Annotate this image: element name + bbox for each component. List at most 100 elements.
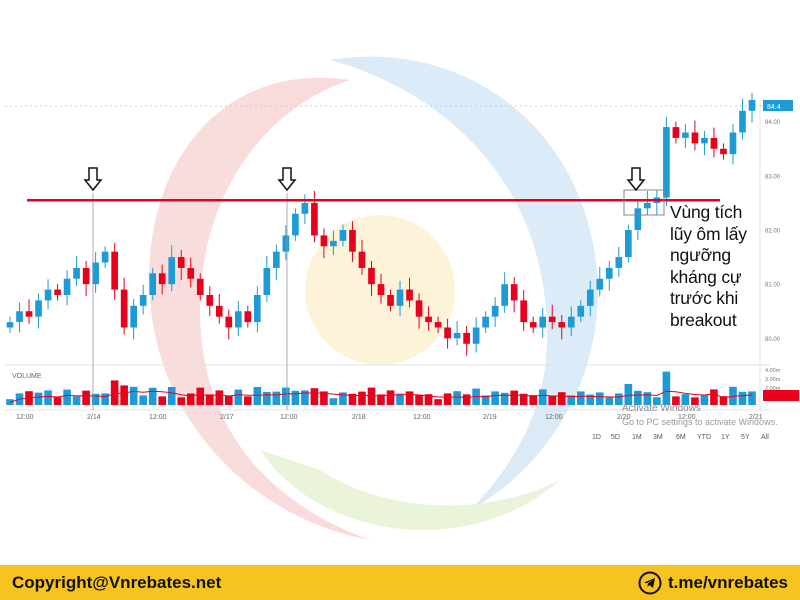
volume-bar bbox=[44, 390, 52, 405]
range-button[interactable]: 1D bbox=[592, 434, 601, 441]
annotation-line: Vùng tích bbox=[670, 202, 743, 222]
range-buttons[interactable]: 1D 5D 1M 3M 6M YTD 1Y 5Y All bbox=[592, 434, 769, 441]
candle-body bbox=[625, 230, 632, 258]
volume-bar bbox=[586, 394, 595, 405]
candle-body bbox=[444, 327, 451, 339]
annotation-line: kháng cự bbox=[670, 266, 742, 287]
volume-bar bbox=[139, 395, 147, 405]
volume-bar bbox=[615, 393, 623, 405]
candle-body bbox=[539, 316, 547, 328]
candlestick-chart: 84.00 83.00 82.00 81.00 80.00 4.00m 3.00m 2.00… bbox=[5, 56, 799, 541]
range-button[interactable]: 3M bbox=[653, 434, 663, 441]
candle-body bbox=[111, 251, 118, 290]
volume-bar bbox=[167, 387, 176, 405]
volume-bar bbox=[500, 392, 509, 405]
volume-bar bbox=[91, 393, 100, 405]
price-tick-label: 81.00 bbox=[765, 283, 781, 289]
time-tick-label: 2/19 bbox=[483, 414, 497, 421]
volume-bar bbox=[253, 387, 262, 405]
candle-body bbox=[234, 311, 242, 328]
volume-bar bbox=[224, 395, 233, 405]
volume-bar bbox=[72, 396, 81, 405]
candle-body bbox=[463, 332, 470, 344]
annotation-text: Vùng tích lũy ôm lấy ngưỡng kháng cự trư… bbox=[670, 202, 798, 331]
price-tick-label: 84.00 bbox=[765, 120, 781, 126]
candle-body bbox=[349, 230, 356, 252]
volume-tick-label: 4.00m bbox=[765, 368, 781, 374]
price-tick-label: 83.00 bbox=[765, 174, 781, 180]
candle-body bbox=[244, 311, 252, 323]
volume-bar bbox=[263, 392, 271, 405]
candle-body bbox=[311, 202, 318, 236]
range-button[interactable]: 5Y bbox=[741, 434, 750, 441]
volume-bar bbox=[377, 394, 385, 405]
price-tick-label: 82.00 bbox=[765, 229, 781, 235]
telegram-link[interactable]: t.me/vnrebates bbox=[638, 571, 788, 595]
volume-bar bbox=[367, 387, 376, 405]
range-button[interactable]: YTD bbox=[697, 434, 711, 441]
volume-bar bbox=[681, 394, 690, 405]
candle-body bbox=[548, 316, 556, 323]
volume-bar bbox=[396, 393, 404, 405]
volume-bar bbox=[272, 391, 281, 405]
candle-body bbox=[701, 137, 708, 144]
candle-body bbox=[92, 262, 99, 285]
candle-body bbox=[720, 148, 727, 155]
candle-body bbox=[330, 240, 337, 247]
volume-bar bbox=[738, 391, 747, 405]
candle-body bbox=[177, 257, 185, 268]
candles-group bbox=[6, 92, 756, 356]
volume-bar bbox=[110, 380, 119, 405]
range-button[interactable]: 5D bbox=[611, 434, 620, 441]
candle-body bbox=[682, 132, 689, 138]
candle-body bbox=[215, 305, 223, 317]
candle-body bbox=[158, 273, 166, 285]
candle-body bbox=[196, 278, 204, 295]
volume-bar bbox=[348, 393, 357, 405]
candle-body bbox=[82, 267, 90, 285]
volume-bar bbox=[63, 389, 71, 405]
annotation-line: breakout bbox=[670, 309, 737, 330]
activate-windows-text: Activate Windows bbox=[622, 403, 701, 414]
down-arrow-icon bbox=[83, 167, 103, 192]
volume-bar bbox=[101, 393, 109, 405]
volume-bar bbox=[148, 387, 157, 405]
volume-bar bbox=[548, 396, 557, 405]
volume-bar bbox=[424, 394, 433, 405]
candle-body bbox=[529, 322, 537, 328]
volume-bar bbox=[672, 396, 680, 405]
down-arrow-icon bbox=[626, 167, 646, 192]
range-button[interactable]: 1Y bbox=[721, 434, 730, 441]
candle-body bbox=[6, 322, 14, 328]
candle-body bbox=[377, 284, 385, 295]
volume-bar bbox=[481, 395, 490, 405]
candle-body bbox=[130, 305, 137, 328]
candle-body bbox=[54, 289, 61, 295]
range-button[interactable]: All bbox=[761, 434, 769, 441]
volume-bar bbox=[234, 389, 243, 405]
candle-body bbox=[44, 289, 52, 301]
candle-body bbox=[710, 137, 718, 149]
candle-body bbox=[101, 251, 109, 263]
volume-bar bbox=[358, 391, 366, 405]
volume-bar bbox=[177, 397, 186, 405]
svg-text:84.4: 84.4 bbox=[767, 104, 781, 111]
volume-bar bbox=[453, 391, 461, 405]
volume-bar bbox=[529, 395, 538, 405]
footer-bar: Copyright@Vnrebates.net t.me/vnrebates bbox=[0, 565, 800, 600]
candle-body bbox=[254, 295, 261, 323]
volume-bar bbox=[329, 398, 338, 405]
volume-bar bbox=[443, 393, 452, 405]
candle-body bbox=[482, 316, 489, 328]
time-tick-label: 2/18 bbox=[352, 414, 366, 421]
time-tick-label: 2/21 bbox=[749, 414, 763, 421]
time-tick-label: 2/20 bbox=[617, 414, 631, 421]
candle-body bbox=[415, 300, 423, 317]
candle-body bbox=[339, 230, 347, 241]
volume-bar bbox=[120, 385, 128, 405]
range-button[interactable]: 1M bbox=[632, 434, 642, 441]
range-button[interactable]: 6M bbox=[676, 434, 686, 441]
volume-bar bbox=[129, 386, 138, 405]
current-price-tag: 84.4 bbox=[763, 100, 793, 111]
candle-body bbox=[520, 300, 528, 323]
